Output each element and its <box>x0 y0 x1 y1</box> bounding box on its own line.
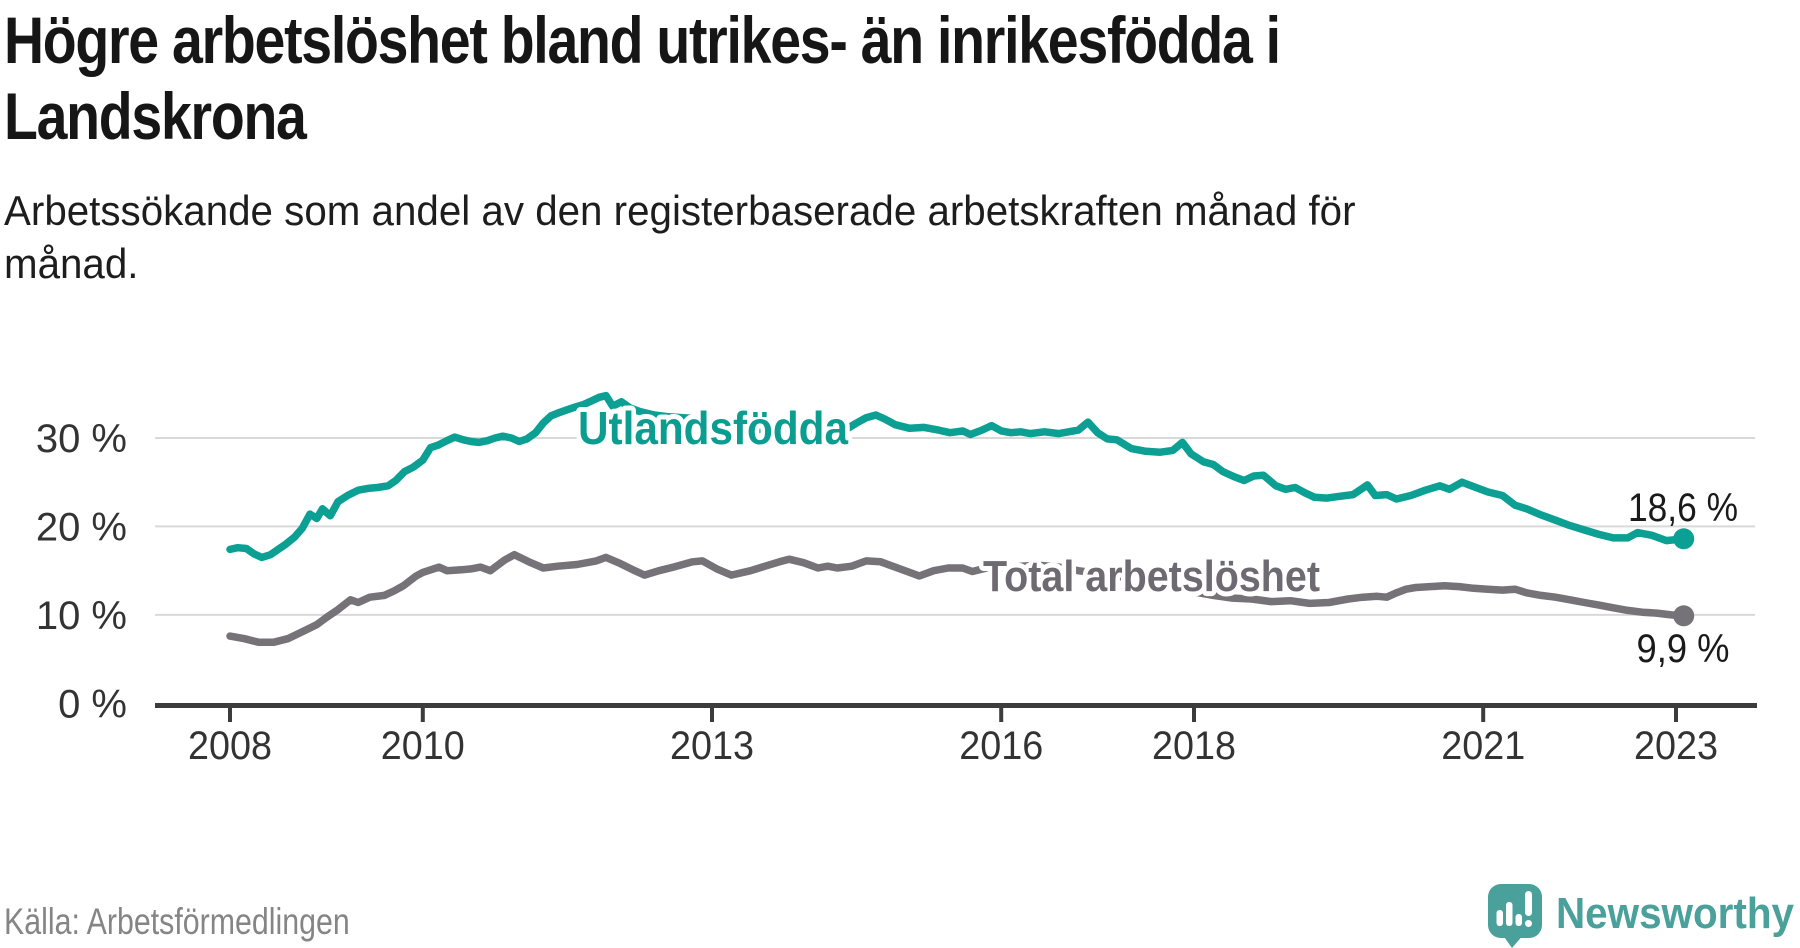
gridlines <box>155 437 1755 616</box>
x-axis-tick-labels: 2008 2010 2013 2016 2018 2021 2023 <box>188 724 1718 768</box>
x-axis-label-2018: 2018 <box>1152 724 1236 768</box>
x-axis-label-2016: 2016 <box>959 724 1043 768</box>
series-total-line <box>226 550 1688 647</box>
page-title-line2: Landskrona <box>4 79 307 153</box>
page-title-line1: Högre arbetslöshet bland utrikes- än inr… <box>4 3 1281 77</box>
y-axis-label-10: 10 % <box>36 594 127 638</box>
y-axis-label-20: 20 % <box>36 505 127 549</box>
series-utlandsfodda-end-dot <box>1673 528 1695 550</box>
value-label-total: 9,9 % <box>1637 627 1730 671</box>
y-axis-label-30: 30 % <box>36 417 127 461</box>
series-total-end-dot <box>1673 605 1695 627</box>
newsworthy-logo-text: Newsworthy <box>1556 889 1794 938</box>
x-axis-label-2013: 2013 <box>670 724 754 768</box>
value-label-utlandsfodda: 18,6 % <box>1628 486 1738 530</box>
x-axis-label-2008: 2008 <box>188 724 272 768</box>
exclamation-mark-stem <box>1525 891 1532 916</box>
chart-subtitle: Arbetssökande som andel av den registerb… <box>4 184 1412 290</box>
newsworthy-logo-icon <box>1488 884 1542 948</box>
bar-chart-bar-3 <box>1515 914 1522 926</box>
exclamation-mark-dot <box>1525 920 1532 927</box>
source-note: Källa: Arbetsförmedlingen <box>4 901 350 942</box>
y-axis-labels: 30 % 20 % 10 % 0 % <box>36 417 127 726</box>
newsworthy-logo: Newsworthy <box>1488 884 1794 948</box>
y-axis-label-0: 0 % <box>58 682 127 726</box>
series-label-utlandsfodda: Utlandsfödda <box>578 402 848 454</box>
x-axis-label-2010: 2010 <box>381 724 465 768</box>
series-utlandsfodda-line <box>226 391 1688 562</box>
bar-chart-bar-1 <box>1496 910 1503 926</box>
series-label-total: Total arbetslöshet <box>983 552 1320 601</box>
x-axis-ticks <box>228 705 1678 722</box>
chart-subtitle-line1: Arbetssökande som andel av den registerb… <box>4 187 1356 234</box>
speech-bubble-tail <box>1502 934 1524 948</box>
chart-subtitle-line2: månad. <box>4 240 139 287</box>
page-title: Högre arbetslöshet bland utrikes- än inr… <box>4 2 1523 154</box>
bar-chart-bar-2 <box>1506 902 1513 926</box>
x-axis-label-2021: 2021 <box>1441 724 1525 768</box>
x-axis-label-2023: 2023 <box>1634 724 1718 768</box>
